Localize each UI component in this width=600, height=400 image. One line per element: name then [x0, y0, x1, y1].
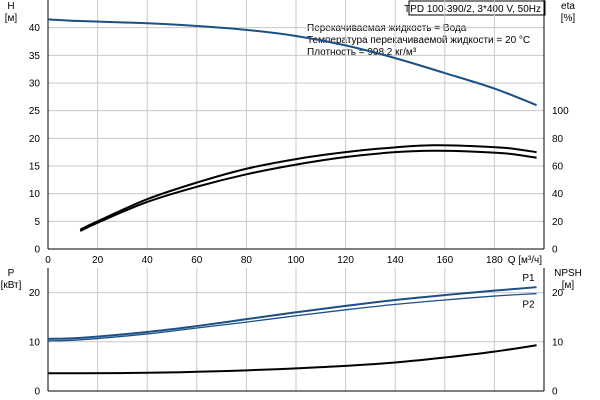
x-tick-label: 0: [45, 255, 51, 266]
head-efficiency-plot: 0 20 40 60 80 100 120 140 160 180 Q [м³/ч] 0 5 10 15 20…: [5, 0, 576, 266]
info-line-density: Плотность = 998.2 кг/м³: [307, 47, 417, 58]
y-right-axis-title: eta: [561, 1, 575, 12]
info-line-liquid: Перекачиваемая жидкость = Вода: [307, 23, 467, 34]
efficiency-curve-2: [79, 149, 537, 232]
y-right-tick-label: 40: [552, 189, 564, 200]
pump-model-badge-frame: [408, 0, 546, 16]
power-curve-2: [47, 292, 537, 342]
y-right-tick-label: 80: [552, 134, 564, 145]
x-axis-title: Q [м³/ч]: [508, 255, 543, 266]
y-right-tick-label: 0: [552, 387, 558, 398]
series-label-p2: P2: [522, 300, 535, 311]
y-left-axis-title: H: [7, 1, 14, 12]
x-tick-label: 100: [288, 255, 305, 266]
series-label-p1: P1: [522, 273, 535, 284]
y-left-tick-label: 10: [29, 337, 41, 348]
x-tick-label: 20: [92, 255, 104, 266]
y-right-tick-label: 20: [552, 288, 564, 299]
x-tick-label: 40: [142, 255, 154, 266]
power-curve-1: [47, 286, 537, 340]
x-tick-label: 140: [387, 255, 404, 266]
info-line-temperature: Температура перекачиваемой жидкости = 20…: [307, 35, 530, 46]
efficiency-curve-1: [79, 144, 537, 231]
y-left-tick-label: 0: [34, 245, 40, 256]
head-curve: [47, 18, 537, 107]
y-left-tick-label: 0: [34, 387, 40, 398]
y-left-tick-label: 15: [29, 162, 41, 173]
y-left-tick-label: 25: [29, 106, 41, 117]
y-right-axis-unit: [м]: [562, 280, 575, 291]
y-right-tick-label: 20: [552, 217, 564, 228]
y-left-tick-label: 40: [29, 23, 41, 34]
x-tick-label: 60: [191, 255, 203, 266]
y-right-tick-label: 60: [552, 162, 564, 173]
y-left-tick-label: 30: [29, 79, 41, 90]
y-right-axis-unit: [%]: [561, 13, 576, 24]
y-right-tick-label: 0: [552, 245, 558, 256]
y-left-tick-label: 10: [29, 189, 41, 200]
y-left-axis-title: P: [8, 268, 15, 279]
npsh-curve: [47, 344, 537, 375]
y-left-tick-label: 20: [29, 288, 41, 299]
y-right-tick-label: 10: [552, 337, 564, 348]
pump-model-badge: TPD 100-390/2, 3*400 V, 50Hz: [404, 4, 541, 15]
x-tick-label: 180: [486, 255, 503, 266]
y-right-tick-label: 100: [552, 106, 569, 117]
x-tick-label: 80: [241, 255, 253, 266]
x-tick-label: 120: [337, 255, 354, 266]
y-right-axis-title: NPSH: [554, 268, 582, 279]
x-tick-label: 160: [436, 255, 453, 266]
y-left-tick-label: 5: [34, 217, 40, 228]
y-left-axis-unit: [кВт]: [1, 280, 22, 291]
y-left-tick-label: 20: [29, 134, 41, 145]
y-left-axis-unit: [м]: [5, 13, 18, 24]
power-npsh-plot: 0 10 20 0 10 20 P[кВт] NPSH[м] P1 P2: [1, 268, 582, 398]
y-left-tick-label: 35: [29, 51, 41, 62]
